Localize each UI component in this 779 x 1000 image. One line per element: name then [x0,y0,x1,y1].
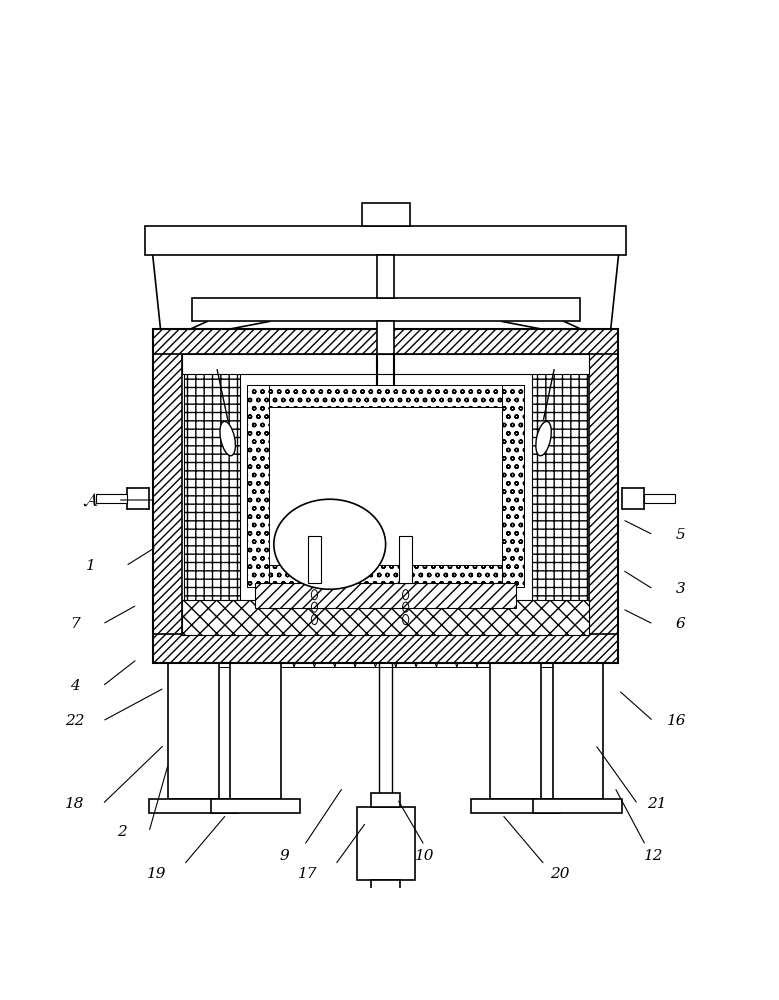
Bar [145,226,626,255]
Bar [248,385,270,587]
Text: 18: 18 [65,797,85,811]
Bar [248,385,523,407]
Bar [192,298,580,321]
Ellipse shape [220,421,235,456]
Bar [502,385,523,587]
Ellipse shape [536,421,552,456]
Bar [371,880,400,894]
Bar [377,255,394,298]
Bar [211,799,300,813]
Text: 3: 3 [675,582,686,596]
Bar [308,536,321,583]
Bar [96,494,127,503]
Bar [149,799,238,813]
Bar [127,488,149,509]
Text: 22: 22 [65,714,85,728]
Text: 19: 19 [147,867,167,881]
Bar [531,362,587,634]
Ellipse shape [274,499,386,589]
Bar [153,329,619,354]
Bar [644,494,675,503]
Text: 20: 20 [551,867,570,881]
Bar [153,329,619,663]
Bar [552,663,603,799]
Bar [471,799,560,813]
Bar [491,663,541,799]
Bar [153,329,182,663]
Text: $\mathcal{A}$: $\mathcal{A}$ [83,491,99,509]
Bar [589,329,619,663]
Bar [533,799,622,813]
Text: 2: 2 [117,825,126,839]
Text: 21: 21 [647,797,667,811]
Text: 9: 9 [280,849,290,863]
Bar [400,536,412,583]
Text: 4: 4 [70,679,80,693]
Bar [184,362,240,634]
Bar [182,600,589,635]
Bar [622,488,644,509]
Bar [248,565,523,587]
Bar [377,321,394,354]
Bar [371,793,400,807]
Text: 12: 12 [643,849,663,863]
Text: 16: 16 [667,714,686,728]
Bar [231,663,280,799]
Text: 6: 6 [675,617,686,631]
Text: 17: 17 [298,867,318,881]
Text: 10: 10 [414,849,434,863]
Bar [357,807,414,880]
Bar [182,354,589,374]
Bar [168,663,219,799]
Text: 1: 1 [86,559,96,573]
Bar [361,203,410,226]
Bar [153,634,619,663]
Text: 7: 7 [70,617,80,631]
Bar [270,407,502,565]
Bar [256,583,516,608]
Text: 5: 5 [675,528,686,542]
